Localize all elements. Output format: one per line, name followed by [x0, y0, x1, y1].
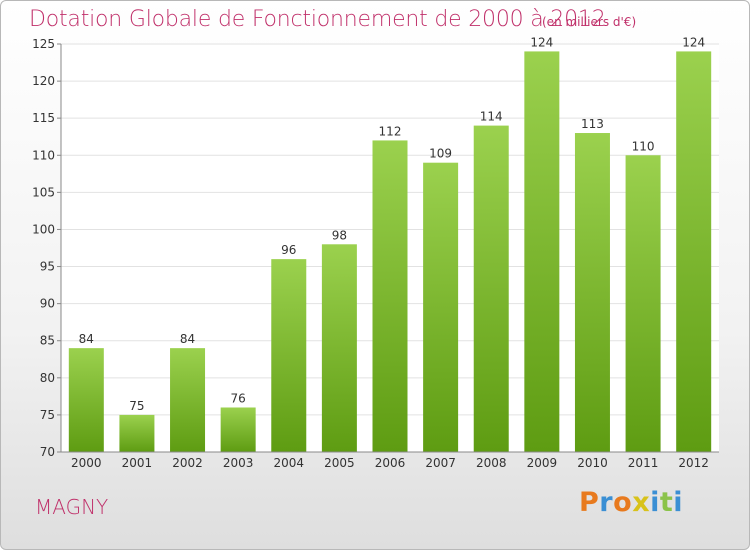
x-tick-label: 2009	[527, 456, 558, 470]
bar-2001[interactable]	[119, 414, 155, 452]
data-label: 76	[231, 391, 246, 405]
data-label: 109	[429, 147, 452, 161]
y-tick-label: 115	[32, 111, 55, 125]
y-tick-label: 95	[40, 260, 55, 274]
x-tick-label: 2006	[375, 456, 406, 470]
bar-2010[interactable]	[574, 133, 610, 452]
y-tick-label: 120	[32, 74, 55, 88]
y-tick-label: 75	[40, 408, 55, 422]
y-tick-label: 100	[32, 222, 55, 236]
commune-name: MAGNY	[35, 495, 109, 519]
bar-2012[interactable]	[676, 51, 712, 452]
data-label: 96	[281, 243, 296, 257]
data-label: 84	[180, 332, 195, 346]
data-label: 98	[332, 228, 347, 242]
y-tick-label: 90	[40, 297, 55, 311]
y-tick-label: 70	[40, 445, 55, 459]
y-tick-label: 85	[40, 334, 55, 348]
x-tick-label: 2007	[425, 456, 456, 470]
x-tick-label: 2012	[678, 456, 709, 470]
bar-2011[interactable]	[625, 155, 661, 453]
x-tick-label: 2004	[273, 456, 304, 470]
x-tick-label: 2003	[223, 456, 254, 470]
logo-letter: P	[579, 487, 600, 518]
bar-2005[interactable]	[321, 244, 357, 452]
x-tick-label: 2000	[71, 456, 102, 470]
x-tick-label: 2010	[577, 456, 608, 470]
y-tick-label: 80	[40, 371, 55, 385]
bar-2009[interactable]	[524, 51, 560, 452]
bar-2007[interactable]	[423, 162, 459, 452]
data-label: 114	[480, 110, 503, 124]
x-tick-label: 2002	[172, 456, 203, 470]
bar-2003[interactable]	[220, 407, 256, 452]
data-label: 113	[581, 117, 604, 131]
x-tick-label: 2008	[476, 456, 507, 470]
y-tick-label: 110	[32, 148, 55, 162]
logo-letter: x	[632, 487, 651, 518]
bar-2000[interactable]	[68, 348, 104, 452]
data-label: 124	[682, 35, 705, 49]
chart-subtitle: (en milliers d'€)	[542, 15, 637, 29]
chart-title: Dotation Globale de Fonctionnement de 20…	[29, 7, 606, 32]
bar-2006[interactable]	[372, 140, 408, 452]
logo-letter: t	[659, 487, 674, 518]
bar-2004[interactable]	[271, 259, 307, 452]
x-tick-label: 2001	[122, 456, 153, 470]
data-label: 110	[632, 139, 655, 153]
x-tick-label: 2005	[324, 456, 355, 470]
y-tick-label: 125	[32, 37, 55, 51]
logo-letter: r	[599, 487, 614, 518]
data-label: 84	[79, 332, 94, 346]
logo-letter: i	[673, 487, 684, 518]
x-tick-label: 2011	[628, 456, 659, 470]
bar-2002[interactable]	[170, 348, 206, 452]
data-label: 75	[129, 399, 144, 413]
bar-2008[interactable]	[473, 125, 509, 452]
data-label: 124	[530, 35, 553, 49]
logo-letter: o	[613, 487, 633, 518]
data-label: 112	[379, 124, 402, 138]
logo-letter: i	[650, 487, 660, 518]
y-tick-label: 105	[32, 185, 55, 199]
proxiti-logo[interactable]: Proxiti	[579, 487, 683, 518]
